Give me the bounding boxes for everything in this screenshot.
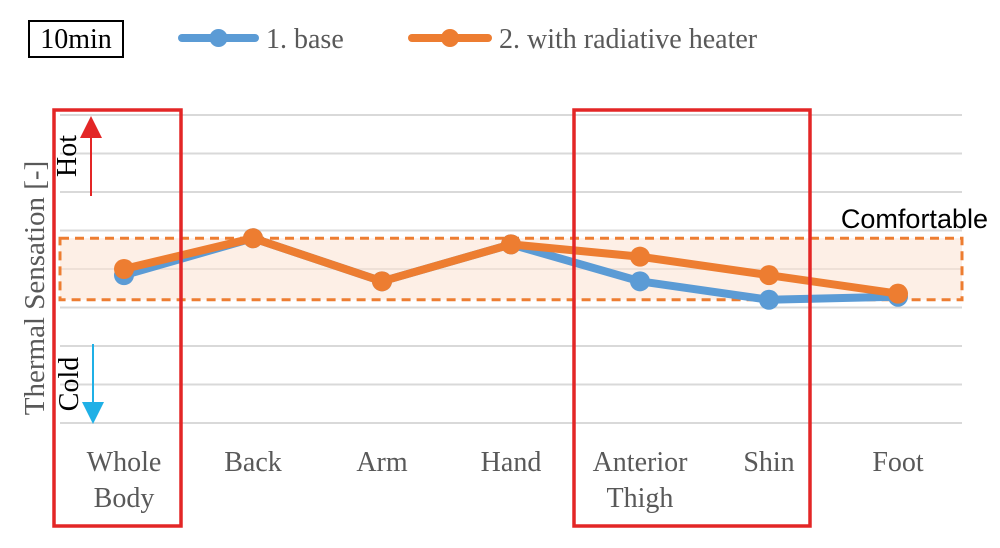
x-tick-labels: Whole Body Back Arm Hand Anterior Thigh Shin Foo…: [87, 447, 924, 514]
series-2-point: [888, 283, 908, 304]
hot-label: Hot: [52, 135, 83, 177]
y-axis-label: Thermal Sensation [-]: [19, 161, 51, 415]
legend-label-1: 1. base: [266, 24, 344, 55]
time-label-box: [28, 20, 124, 58]
highlight-boxes: [52, 108, 812, 528]
series-1-point: [759, 289, 779, 310]
x-tick-label: Shin: [743, 447, 794, 478]
legend-marker-2: [441, 29, 459, 47]
series-2-point: [759, 265, 779, 286]
series-group: [114, 228, 908, 310]
x-tick-label: Anterior Thigh: [593, 447, 689, 514]
legend-label-2: 2. with radiative heater: [499, 24, 758, 55]
x-tick-label: Foot: [872, 447, 924, 478]
x-tick-label: Hand: [481, 447, 542, 478]
legend: 10min 1. base 2. with radiative heater: [28, 20, 758, 58]
legend-marker-1: [209, 29, 228, 47]
highlight-box-thigh-shin: [572, 108, 812, 528]
y-axis-annotations: Thermal Sensation [-]Hot Cold: [19, 116, 104, 424]
x-tick-label: Whole Body: [87, 447, 162, 514]
x-tick-label: Arm: [356, 447, 408, 478]
cold-label: Cold: [54, 357, 85, 411]
hot-arrow-head: [80, 116, 102, 138]
series-1-point: [630, 271, 650, 292]
comfort-band-label: Comfortable: [841, 204, 988, 234]
series-2-point: [372, 271, 392, 292]
series-2-point: [630, 246, 650, 267]
series-2-point: [243, 228, 263, 249]
series-2-point: [501, 234, 521, 255]
highlight-box-whole-body: [52, 108, 183, 528]
time-label: 10min: [40, 24, 112, 55]
x-tick-label: Back: [224, 447, 282, 478]
cold-arrow-head: [82, 402, 104, 424]
series-2-point: [114, 259, 134, 279]
